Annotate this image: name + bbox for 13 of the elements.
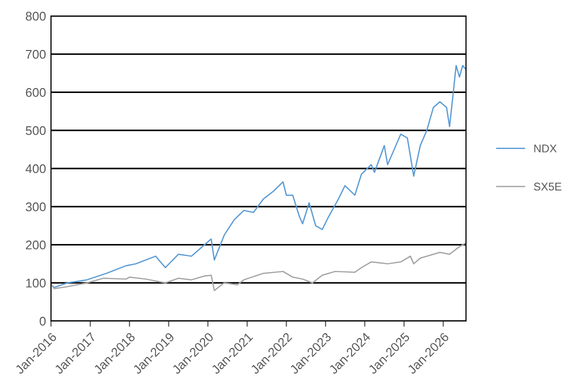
y-tick-label: 200 (26, 240, 46, 250)
y-tick-label: 100 (26, 278, 46, 288)
y-tick-label: 700 (26, 50, 46, 59)
y-tick-label: 400 (26, 164, 46, 174)
y-tick-label: 0 (40, 316, 46, 326)
legend-label: NDX (534, 144, 557, 152)
y-tick-label: 300 (26, 202, 46, 212)
line-series (51, 64, 466, 288)
y-tick-label: 800 (26, 12, 46, 21)
y-tick-label: 500 (26, 126, 46, 136)
line-series (51, 242, 466, 292)
legend-label: SX5E (534, 182, 562, 191)
y-tick-label: 600 (26, 88, 46, 97)
